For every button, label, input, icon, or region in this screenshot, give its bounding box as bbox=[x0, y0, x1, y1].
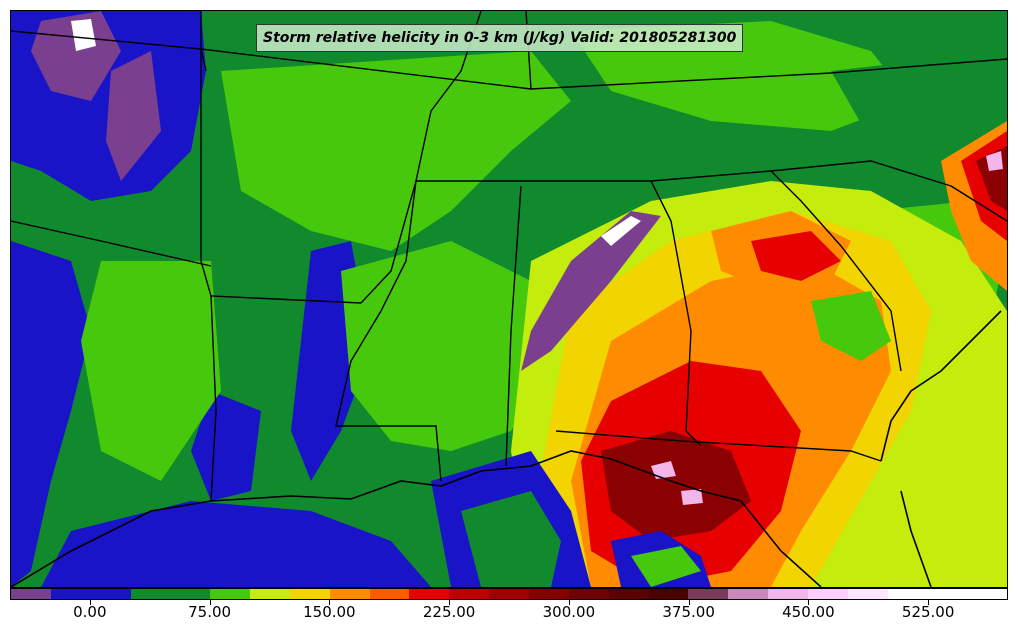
colorbar-tick bbox=[808, 600, 810, 605]
map-panel: Storm relative helicity in 0-3 km (J/kg)… bbox=[10, 10, 1008, 588]
colorbar-segment bbox=[768, 589, 808, 599]
gulf-blue-west bbox=[41, 501, 431, 587]
colorbar-segment bbox=[130, 589, 171, 599]
west-blue-south bbox=[11, 241, 91, 587]
colorbar-segment bbox=[250, 589, 290, 599]
colorbar-tick bbox=[928, 600, 930, 605]
colorbar-segment bbox=[449, 589, 490, 599]
colorbar-segment bbox=[329, 589, 370, 599]
colorbar-tick-label: 75.00 bbox=[188, 603, 232, 621]
green-pocket-georgia bbox=[811, 291, 891, 361]
red-georgia bbox=[751, 231, 841, 281]
coastline bbox=[11, 310, 1002, 587]
colorbar-segment bbox=[807, 589, 848, 599]
green-band-central bbox=[221, 51, 571, 251]
state-borders bbox=[11, 11, 1007, 502]
green-band-west bbox=[81, 261, 221, 481]
green-swirl-gulf bbox=[631, 546, 701, 587]
colorbar-segment bbox=[210, 589, 251, 599]
white-patch-nw bbox=[71, 19, 96, 51]
colorbar-tick-label: 300.00 bbox=[542, 603, 596, 621]
colorbar-segment bbox=[528, 589, 569, 599]
colorbar bbox=[10, 588, 1008, 600]
colorbar-segment bbox=[369, 589, 410, 599]
colorbar-segment bbox=[90, 589, 131, 599]
white-patch-storm2 bbox=[681, 489, 703, 505]
colorbar-segment bbox=[648, 589, 689, 599]
colorbar-segment bbox=[50, 589, 91, 599]
green-band-south bbox=[341, 241, 551, 451]
colorbar-tick-label: 525.00 bbox=[901, 603, 955, 621]
colorbar-ticks: 0.00 75.00 150.00 225.00 300.00 375.00 450.00 5… bbox=[10, 600, 1008, 630]
colorbar-segment bbox=[847, 589, 888, 599]
white-patch-storm1 bbox=[651, 461, 676, 479]
colorbar-tick bbox=[449, 600, 451, 605]
colorbar-segment bbox=[409, 589, 450, 599]
darkred-core bbox=[601, 431, 751, 541]
helicity-map bbox=[11, 11, 1007, 587]
colorbar-segment bbox=[568, 589, 609, 599]
colorbar-tick-label: 225.00 bbox=[422, 603, 476, 621]
darkgreen-ne bbox=[831, 51, 1007, 171]
colorbar-tick bbox=[568, 600, 570, 605]
map-title: Storm relative helicity in 0-3 km (J/kg)… bbox=[256, 24, 744, 52]
white-patch-ne bbox=[986, 151, 1003, 171]
colorbar-tick-label: 450.00 bbox=[782, 603, 835, 621]
colorbar-segment bbox=[967, 589, 1008, 599]
colorbar-segment bbox=[887, 589, 928, 599]
colorbar-tick-label: 150.00 bbox=[303, 603, 356, 621]
colorbar-tick-label: 375.00 bbox=[662, 603, 715, 621]
colorbar-tick bbox=[329, 600, 331, 605]
darkgreen-gulf bbox=[461, 491, 561, 587]
colorbar-segment bbox=[608, 589, 649, 599]
colorbar-tick-label: 0.00 bbox=[73, 603, 107, 621]
blue-louisiana bbox=[191, 391, 261, 501]
purple-band-alabama bbox=[521, 211, 661, 371]
colorbar-segment bbox=[170, 589, 211, 599]
colorbar-segment bbox=[289, 589, 330, 599]
colorbar-tick bbox=[209, 600, 211, 605]
colorbar-segment bbox=[11, 589, 51, 599]
colorbar-segment bbox=[489, 589, 529, 599]
colorbar-segment bbox=[728, 589, 769, 599]
colorbar-tick bbox=[688, 600, 690, 605]
colorbar-segment bbox=[688, 589, 729, 599]
colorbar-segment bbox=[927, 589, 968, 599]
white-patch-alabama bbox=[601, 216, 641, 246]
purple-patch-nw bbox=[31, 11, 121, 101]
purple-patch-nw2 bbox=[106, 51, 161, 181]
colorbar-tick bbox=[89, 600, 91, 605]
